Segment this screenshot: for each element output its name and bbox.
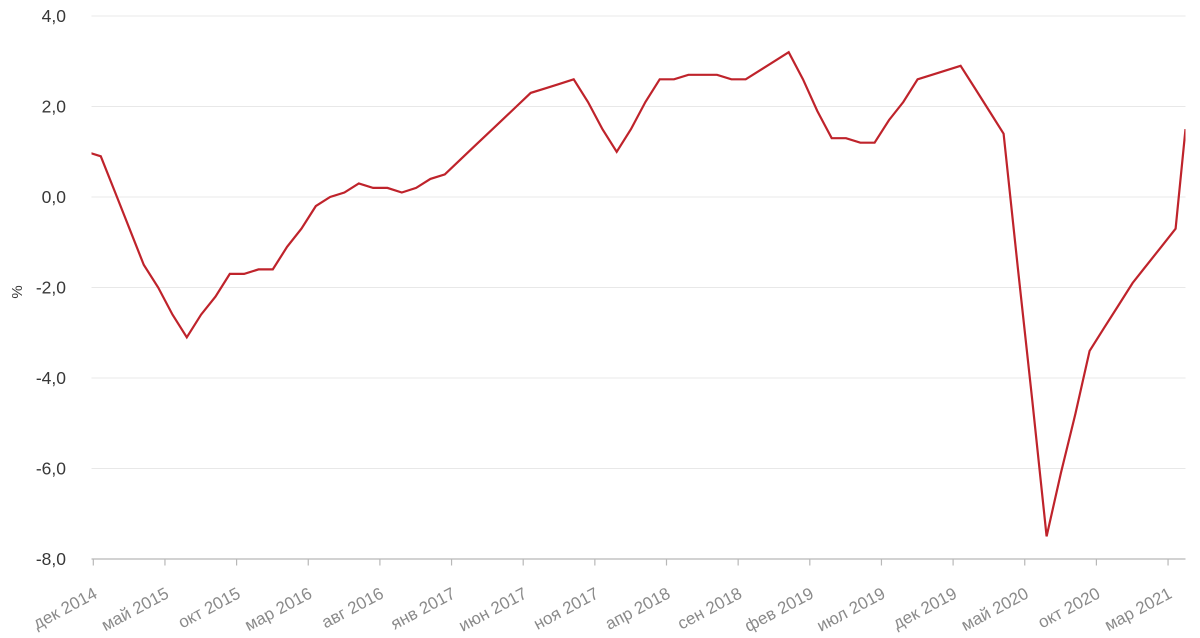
x-tick-label: окт 2020 — [1035, 584, 1103, 632]
y-tick-label: 0,0 — [42, 187, 67, 207]
x-tick-label: дек 2019 — [890, 584, 960, 633]
x-tick-label: фев 2019 — [742, 584, 817, 636]
x-tick-label: мар 2016 — [242, 584, 315, 635]
y-tick-label: -2,0 — [36, 278, 66, 298]
y-tick-label: -8,0 — [36, 549, 66, 569]
x-tick-label: дек 2014 — [30, 584, 100, 633]
x-tick-label: мар 2021 — [1101, 584, 1174, 635]
x-tick-label: май 2020 — [958, 584, 1032, 635]
x-tick-label: июл 2019 — [814, 584, 889, 636]
x-tick-label: окт 2015 — [175, 584, 243, 632]
x-tick-label: апр 2018 — [602, 584, 673, 634]
x-tick-label: авг 2016 — [318, 584, 386, 632]
x-tick-label: сен 2018 — [674, 584, 745, 634]
y-tick-label: -6,0 — [36, 459, 66, 479]
series-line — [91, 50, 1186, 537]
x-tick-label: янв 2017 — [388, 584, 459, 634]
y-tick-label: 4,0 — [42, 6, 67, 26]
x-tick-label: июн 2017 — [456, 584, 530, 636]
x-tick-label: май 2015 — [98, 584, 172, 635]
y-tick-label: 2,0 — [42, 97, 67, 117]
y-tick-label: -4,0 — [36, 368, 66, 388]
y-axis-title: % — [9, 285, 26, 298]
x-tick-label: ноя 2017 — [530, 584, 601, 634]
